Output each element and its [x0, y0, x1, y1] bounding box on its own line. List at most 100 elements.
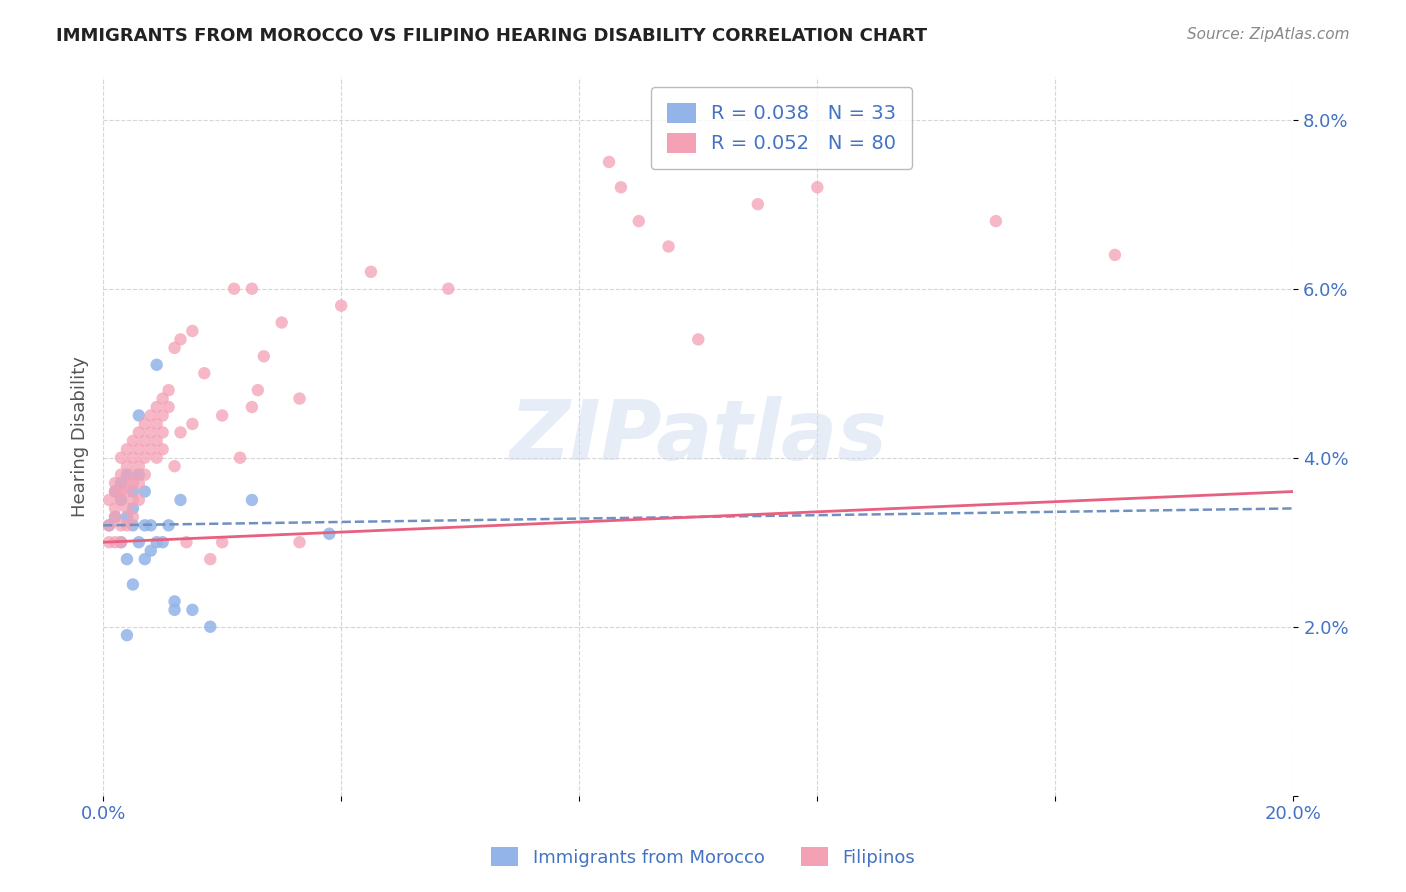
Point — [139, 518, 162, 533]
Point — [240, 493, 263, 508]
Point — [122, 577, 145, 591]
Point — [253, 349, 276, 363]
Point — [115, 501, 138, 516]
Point — [211, 409, 233, 423]
Point — [122, 484, 145, 499]
Point — [1104, 248, 1126, 262]
Point — [122, 501, 145, 516]
Point — [288, 392, 311, 406]
Point — [104, 535, 127, 549]
Point — [145, 417, 167, 431]
Point — [122, 518, 145, 533]
Text: Source: ZipAtlas.com: Source: ZipAtlas.com — [1187, 27, 1350, 42]
Point — [115, 484, 138, 499]
Text: IMMIGRANTS FROM MOROCCO VS FILIPINO HEARING DISABILITY CORRELATION CHART: IMMIGRANTS FROM MOROCCO VS FILIPINO HEAR… — [56, 27, 928, 45]
Point — [163, 341, 186, 355]
Y-axis label: Hearing Disability: Hearing Disability — [72, 356, 89, 517]
Point — [360, 265, 382, 279]
Point — [122, 509, 145, 524]
Point — [128, 535, 150, 549]
Point — [134, 434, 156, 448]
Point — [163, 603, 186, 617]
Point — [246, 383, 269, 397]
Point — [104, 484, 127, 499]
Text: ZIPatlas: ZIPatlas — [509, 396, 887, 477]
Point — [145, 358, 167, 372]
Point — [145, 400, 167, 414]
Point — [200, 620, 222, 634]
Point — [152, 535, 174, 549]
Point — [110, 467, 132, 482]
Point — [115, 509, 138, 524]
Point — [115, 518, 138, 533]
Point — [110, 484, 132, 499]
Point — [169, 493, 191, 508]
Point — [806, 180, 828, 194]
Point — [211, 535, 233, 549]
Point — [747, 197, 769, 211]
Point — [128, 476, 150, 491]
Point — [128, 442, 150, 457]
Point — [110, 493, 132, 508]
Point — [115, 552, 138, 566]
Legend: Immigrants from Morocco, Filipinos: Immigrants from Morocco, Filipinos — [484, 840, 922, 874]
Point — [176, 535, 198, 549]
Point — [627, 214, 650, 228]
Point — [134, 450, 156, 465]
Point — [122, 434, 145, 448]
Point — [104, 509, 127, 524]
Point — [104, 509, 127, 524]
Point — [122, 450, 145, 465]
Point — [984, 214, 1007, 228]
Point — [330, 299, 353, 313]
Point — [139, 409, 162, 423]
Point — [122, 476, 145, 491]
Point — [122, 467, 145, 482]
Point — [115, 459, 138, 474]
Point — [98, 493, 121, 508]
Point — [134, 467, 156, 482]
Point — [128, 425, 150, 440]
Point — [145, 434, 167, 448]
Point — [181, 417, 204, 431]
Point — [110, 535, 132, 549]
Point — [157, 383, 180, 397]
Point — [157, 518, 180, 533]
Point — [110, 493, 132, 508]
Point — [98, 518, 121, 533]
Point — [200, 552, 222, 566]
Point — [115, 442, 138, 457]
Point — [657, 239, 679, 253]
Point — [115, 628, 138, 642]
Point — [110, 535, 132, 549]
Point — [134, 552, 156, 566]
Point — [222, 282, 245, 296]
Point — [139, 543, 162, 558]
Point — [128, 409, 150, 423]
Point — [110, 476, 132, 491]
Point — [104, 501, 127, 516]
Point — [98, 518, 121, 533]
Point — [229, 450, 252, 465]
Point — [104, 476, 127, 491]
Point — [240, 282, 263, 296]
Point — [128, 493, 150, 508]
Point — [145, 535, 167, 549]
Point — [157, 400, 180, 414]
Point — [152, 392, 174, 406]
Point — [139, 442, 162, 457]
Point — [122, 493, 145, 508]
Point — [152, 409, 174, 423]
Point — [110, 450, 132, 465]
Point — [163, 459, 186, 474]
Point — [288, 535, 311, 549]
Point — [104, 484, 127, 499]
Point — [193, 366, 215, 380]
Point — [270, 316, 292, 330]
Point — [152, 442, 174, 457]
Point — [139, 425, 162, 440]
Point — [181, 324, 204, 338]
Point — [688, 333, 710, 347]
Point — [181, 603, 204, 617]
Point — [240, 400, 263, 414]
